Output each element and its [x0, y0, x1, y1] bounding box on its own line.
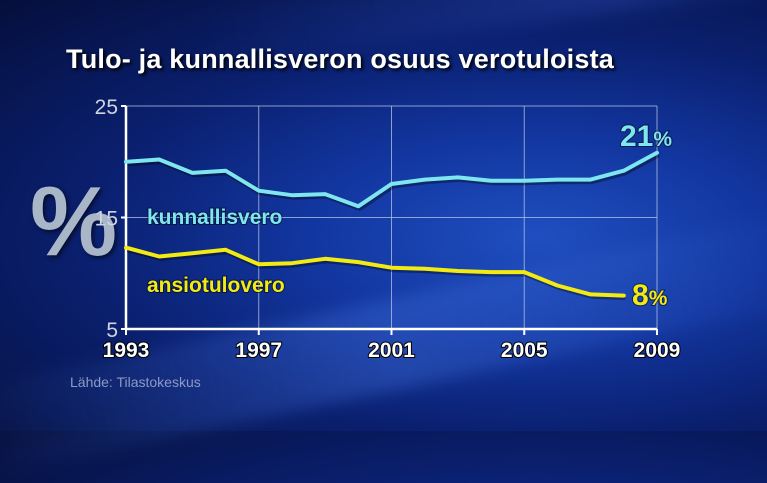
end-value-unit: %	[649, 287, 668, 310]
x-tick-label: 2001	[368, 339, 415, 362]
x-tick-label: 1993	[103, 339, 150, 362]
x-tick-label: 1997	[235, 339, 282, 362]
series-label-ansiotulovero: ansiotulovero	[147, 274, 285, 297]
line-chart: 1993 1997 2001 2005 2009 5 15 25 kunnallisvero a…	[0, 0, 767, 431]
x-tick-label: 2009	[634, 339, 681, 362]
y-tick-label: 5	[106, 319, 118, 342]
source-note: Lähde: Tilastokeskus	[70, 374, 201, 390]
end-value-number: 8	[632, 279, 649, 312]
series-label-kunnallisvero: kunnallisvero	[147, 206, 282, 229]
y-tick-label: 25	[95, 96, 118, 119]
x-tick-label: 2005	[501, 339, 548, 362]
end-value-label-ansiotulovero: 8%	[632, 279, 668, 312]
axes: 1993 1997 2001 2005 2009 5 15 25	[95, 96, 681, 362]
end-value-number: 21	[620, 120, 653, 153]
end-value-unit: %	[653, 128, 672, 151]
end-value-label-kunnallisvero: 21%	[620, 120, 672, 153]
y-tick-label: 15	[95, 208, 118, 231]
